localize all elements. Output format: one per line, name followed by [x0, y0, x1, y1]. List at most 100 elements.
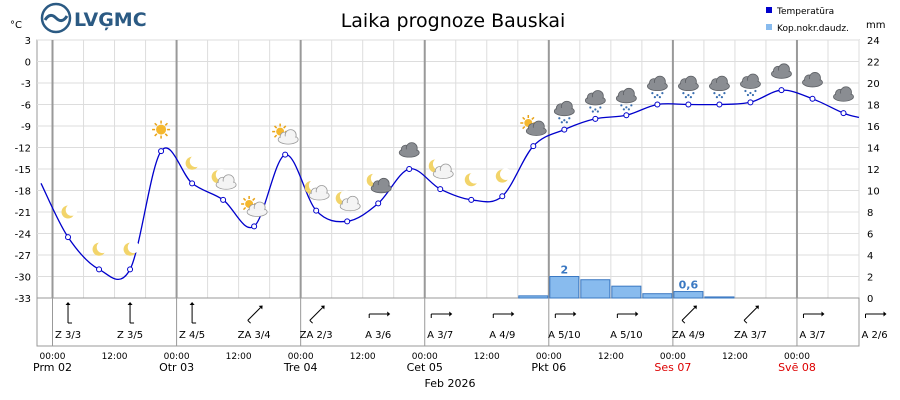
time-tick-label: 12:00: [102, 352, 128, 362]
wind-entry: A 5/10: [610, 311, 643, 341]
wind-arrow-shaft: [309, 307, 323, 321]
cloud-fill: [772, 70, 791, 78]
weather-snow-icon: [615, 87, 637, 111]
snowflake: [744, 89, 747, 93]
precip-bar: [611, 285, 642, 299]
temperature-line: [40, 87, 860, 281]
wind-label: A 2/6: [861, 330, 887, 341]
wind-arrow-icon: [258, 305, 263, 310]
snowflake: [751, 93, 755, 97]
temp-tick-label: -18: [15, 187, 31, 198]
precip-tick-label: 8: [867, 208, 873, 219]
legend-label-precipitation: Kop.nokr.daudz.: [777, 24, 849, 34]
weather-moon-icon: [495, 168, 512, 183]
weather-snow-icon: [740, 73, 761, 97]
precip-bar: [673, 291, 704, 299]
wind-entry: ZA 4/9: [672, 305, 705, 341]
cloud-fill: [310, 192, 329, 199]
snowflake: [713, 92, 716, 95]
day-label: Ses 07: [654, 361, 691, 374]
snowflake: [599, 106, 602, 109]
wind-label: ZA 3/4: [238, 330, 271, 341]
precip-tick-label: 4: [867, 251, 873, 262]
wind-entry: Z 3/3: [55, 302, 81, 341]
weather-moon-icon: [61, 204, 78, 219]
precip-tick-label: 2: [867, 273, 873, 284]
snowflake: [653, 96, 656, 99]
temperature-point: [437, 186, 444, 193]
wind-entry: Z 4/5: [179, 302, 205, 341]
temperature-point: [840, 110, 847, 117]
sun-ray: [242, 206, 247, 211]
moon-shadow: [499, 168, 512, 180]
wind-arrow-icon: [189, 302, 195, 305]
wind-row: Z 3/3 Z 3/5 Z 4/5 ZA 3/4 ZA 2/3 A 3/6 A 3/7 A 4…: [55, 302, 888, 341]
legend-label-temperature: Temperatūra: [776, 7, 834, 17]
temperature-point: [530, 143, 537, 150]
temperature-point: [747, 99, 754, 106]
weather-sun-icon: [152, 120, 171, 139]
weather-sun-cloud-icon: [272, 123, 299, 145]
wind-arrow-tail: [681, 320, 686, 324]
weather-cloud-dark-icon: [833, 86, 854, 102]
time-tick-label: 12:00: [350, 352, 376, 362]
time-tick-label: 12:00: [226, 352, 252, 362]
wind-label: A 3/7: [427, 330, 453, 341]
snowflake: [689, 96, 692, 99]
time-tick-label: 00:00: [40, 352, 66, 362]
temp-tick-label: 3: [25, 36, 31, 47]
temperature-point: [251, 223, 258, 230]
sun-ray: [522, 126, 526, 130]
cloud-fill: [710, 82, 729, 90]
wind-arrow-tail: [309, 320, 313, 324]
time-tick-label: 00:00: [288, 352, 314, 362]
logo-text: LVĢMC: [74, 9, 147, 31]
sun-ray: [242, 197, 247, 201]
snowflake: [718, 94, 721, 97]
precip-tick-label: 10: [867, 187, 880, 198]
time-tick-label: 00:00: [164, 352, 190, 362]
weather-cloud-dark-icon: [771, 63, 792, 79]
temperature-point: [96, 266, 103, 273]
snowflake: [565, 121, 568, 124]
moon-shadow: [96, 241, 109, 254]
wind-arrow-icon: [821, 311, 825, 317]
sun-ray: [522, 116, 526, 120]
temp-tick-label: -3: [21, 79, 31, 90]
temperature-point: [716, 101, 723, 108]
time-tick-label: 00:00: [784, 352, 810, 362]
weather-sun-cloud-icon: [241, 195, 268, 217]
precip-tick-label: 16: [867, 122, 880, 133]
wind-label: Z 3/3: [55, 330, 81, 341]
time-tick-label: 00:00: [660, 352, 686, 362]
weather-snow-icon: [646, 75, 668, 99]
snowflake: [591, 110, 594, 113]
wind-entry: ZA 3/4: [238, 305, 271, 341]
temperature-point: [778, 87, 785, 94]
sun-ray: [273, 134, 278, 138]
weather-moon-cloud-icon: [211, 168, 237, 190]
sun-ray: [531, 116, 535, 120]
wind-label: A 3/6: [365, 330, 391, 341]
precip-bar-label: 2: [560, 264, 568, 277]
precip-tick-label: 6: [867, 230, 873, 241]
temp-tick-label: -21: [15, 208, 31, 219]
wind-arrow-icon: [755, 305, 759, 310]
wind-label: ZA 4/9: [672, 330, 705, 341]
precip-bar: [518, 295, 549, 299]
weather-moon-cloud-icon: [304, 179, 330, 201]
sun-ray: [154, 133, 158, 137]
weather-snow-icon: [677, 75, 699, 99]
temp-tick-label: -27: [15, 251, 31, 262]
cloud-fill: [617, 94, 636, 102]
wind-row-box: [36, 297, 860, 347]
temperature-point: [127, 266, 134, 273]
temperature-point: [468, 196, 475, 203]
precip-bar: [642, 293, 673, 299]
lvgmc-logo: LVĢMC: [40, 2, 147, 34]
wind-entry: A 4/9: [489, 311, 515, 341]
wind-label: Z 4/5: [179, 330, 205, 341]
temperature-point: [561, 126, 568, 133]
cloud-fill: [803, 78, 822, 86]
wind-arrow-shaft: [681, 307, 696, 321]
